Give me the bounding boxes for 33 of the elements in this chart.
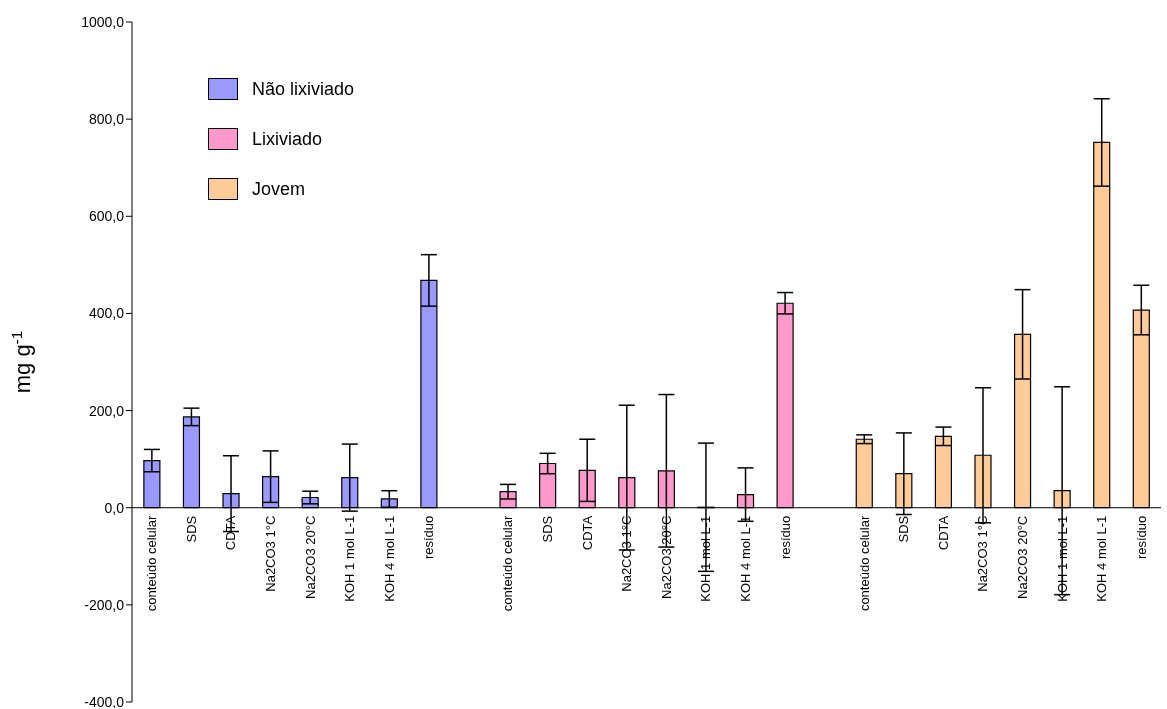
x-tick-label: Na2CO3 20°C	[302, 515, 318, 599]
legend-label: Lixiviado	[252, 128, 323, 150]
x-tick-label: SDS	[896, 515, 912, 543]
legend-label: Não lixiviado	[252, 78, 355, 100]
x-tick-label: KOH 1 mol L-1	[1054, 515, 1070, 602]
y-tick-label: 400,0	[88, 305, 125, 322]
x-tick-label: conteúdo celular	[856, 515, 872, 612]
x-tick-label: KOH 1 mol L-1	[342, 515, 358, 602]
legend-label: Jovem	[252, 178, 306, 200]
x-tick-label: Na2CO3 20°C	[1014, 515, 1030, 599]
x-tick-label: Na2CO3 1°C	[619, 515, 635, 592]
x-tick-label: CDTA	[579, 515, 595, 551]
y-tick-label: -400,0	[84, 693, 125, 709]
x-tick-label: Na2CO3 1°C	[263, 515, 279, 592]
y-tick-label: 1000,0	[81, 13, 125, 30]
x-tick-label: conteúdo celular	[144, 515, 160, 612]
x-tick-label: CDTA	[935, 515, 951, 551]
x-tick-label: KOH 1 mol L-1	[698, 515, 714, 602]
x-tick-label: Na2CO3 1°C	[975, 515, 991, 592]
y-tick-label: 600,0	[88, 208, 125, 225]
x-tick-label: conteúdo celular	[500, 515, 516, 612]
y-tick-label: 800,0	[88, 111, 125, 128]
y-tick-label: 200,0	[88, 402, 125, 419]
x-tick-label: KOH 4 mol L-1	[381, 515, 397, 602]
x-tick-label: SDS	[540, 515, 556, 543]
x-tick-label: resíduo	[421, 515, 437, 560]
y-tick-label: 0,0	[104, 499, 125, 516]
y-tick-label: -200,0	[84, 596, 125, 613]
x-tick-label: SDS	[183, 515, 199, 543]
x-tick-label: KOH 4 mol L-1	[1094, 515, 1110, 602]
x-tick-label: resíduo	[777, 515, 793, 560]
x-tick-label: CDTA	[223, 515, 239, 551]
x-tick-label: resíduo	[1133, 515, 1149, 560]
